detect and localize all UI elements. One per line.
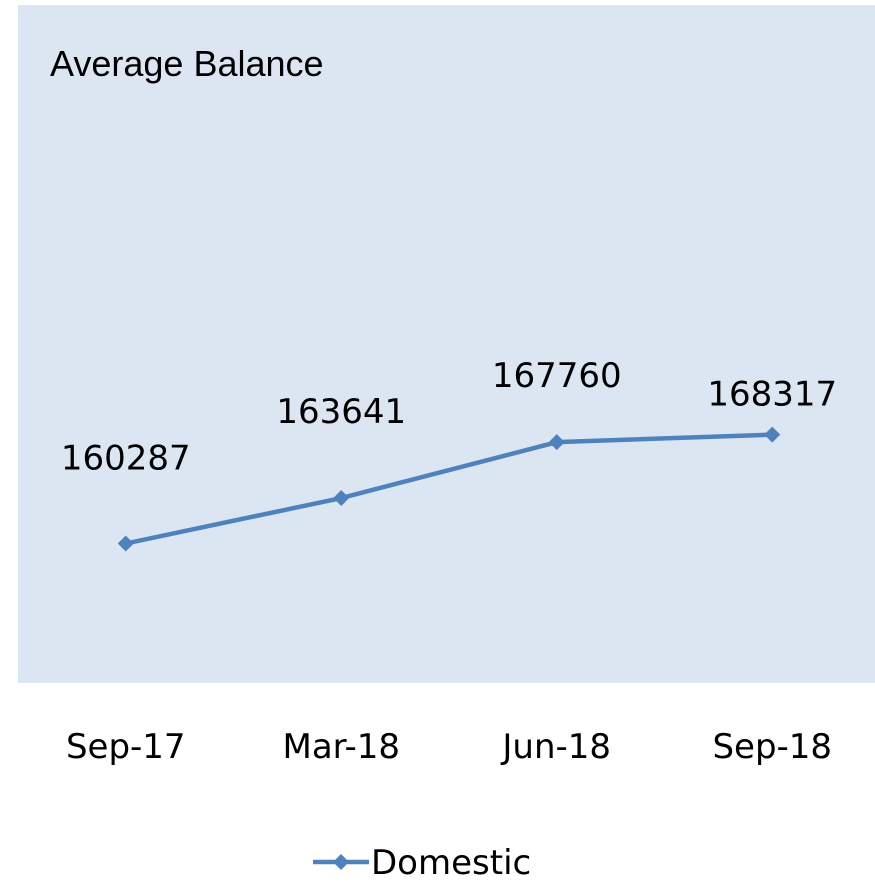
- x-tick-label: Sep-18: [712, 727, 832, 767]
- plot-area: [18, 5, 875, 683]
- data-label: 167760: [492, 356, 622, 396]
- marker: [333, 490, 350, 507]
- x-tick-label: Sep-17: [66, 727, 186, 767]
- x-tick-label: Jun-18: [500, 727, 611, 767]
- legend-marker: [333, 854, 349, 870]
- line: [125, 432, 773, 546]
- marker: [117, 535, 134, 552]
- data-label: 160287: [61, 439, 191, 479]
- marker: [548, 434, 565, 451]
- x-tick-label: Mar-18: [282, 727, 400, 767]
- data-label: 168317: [707, 375, 837, 415]
- legend-label: Domestic: [371, 843, 531, 882]
- marker: [764, 426, 781, 443]
- chart-title: Average Balance: [50, 43, 324, 84]
- data-label: 163641: [276, 392, 406, 432]
